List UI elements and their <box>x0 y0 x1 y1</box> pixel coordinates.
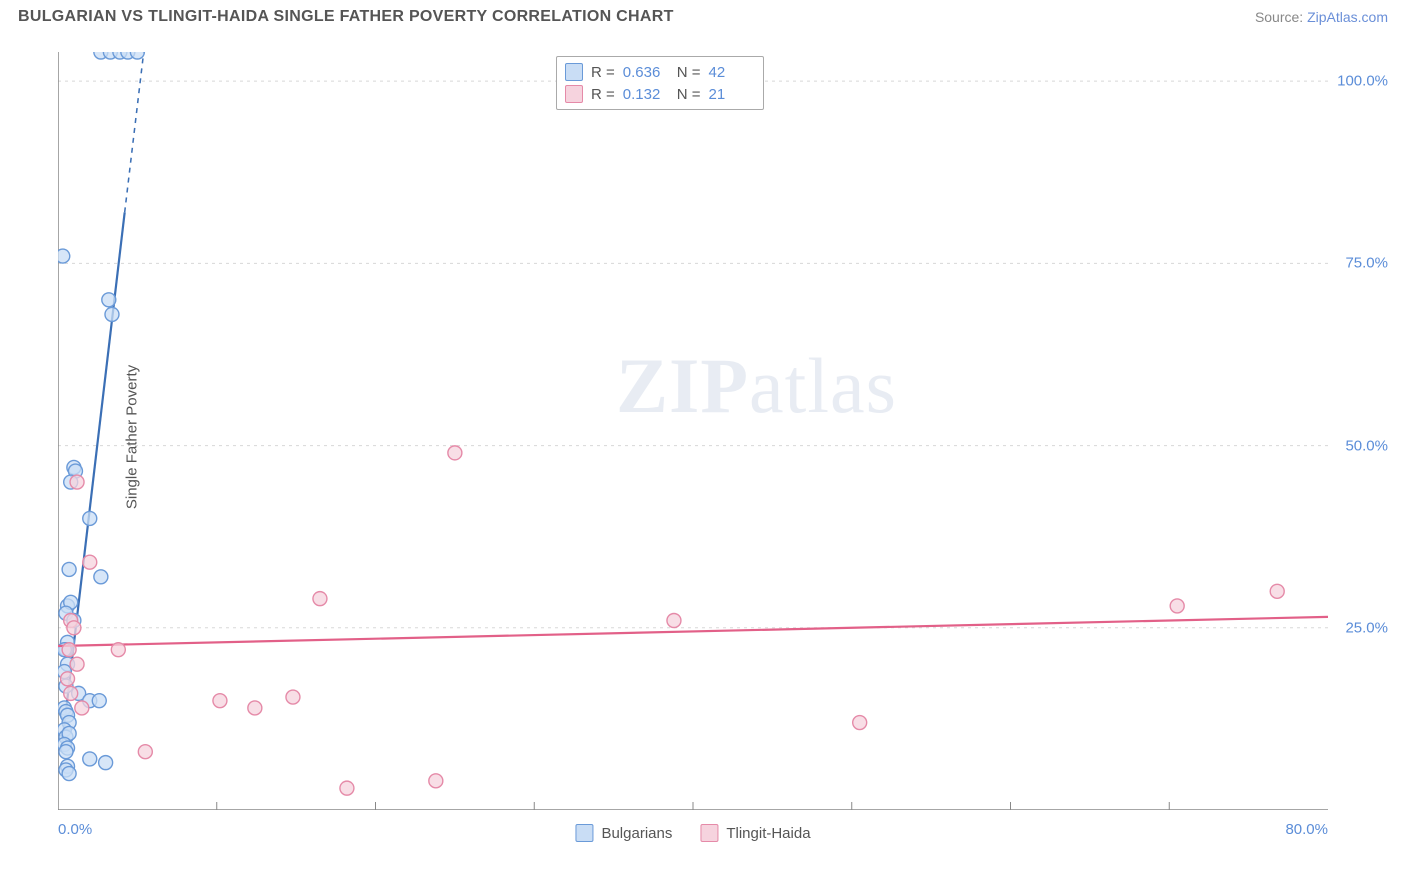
chart-area: Single Father Poverty ZIPatlas R = 0.636… <box>50 52 1390 822</box>
swatch-series-1 <box>565 85 583 103</box>
header: BULGARIAN VS TLINGIT-HAIDA SINGLE FATHER… <box>0 0 1406 30</box>
correlation-legend: R = 0.636 N = 42 R = 0.132 N = 21 <box>556 56 764 110</box>
swatch-series-0 <box>565 63 583 81</box>
legend-row-0: R = 0.636 N = 42 <box>565 61 755 83</box>
r-value-1: 0.132 <box>623 86 669 103</box>
r-value-0: 0.636 <box>623 64 669 81</box>
legend-row-1: R = 0.132 N = 21 <box>565 83 755 105</box>
swatch-tlingit-haida <box>700 824 718 842</box>
series-legend: Bulgarians Tlingit-Haida <box>575 824 810 842</box>
plot-svg <box>58 52 1328 810</box>
x-tick-label: 80.0% <box>1285 821 1328 838</box>
legend-label-1: Tlingit-Haida <box>726 825 810 842</box>
n-value-0: 42 <box>709 64 755 81</box>
source-link[interactable]: ZipAtlas.com <box>1307 9 1388 25</box>
y-tick-label: 50.0% <box>1345 437 1388 454</box>
legend-label-0: Bulgarians <box>601 825 672 842</box>
legend-item-1: Tlingit-Haida <box>700 824 810 842</box>
source-label: Source: ZipAtlas.com <box>1255 9 1388 25</box>
n-value-1: 21 <box>709 86 755 103</box>
x-tick-label: 0.0% <box>58 821 92 838</box>
scatter-plot: ZIPatlas R = 0.636 N = 42 R = 0.132 N = … <box>58 52 1328 810</box>
y-tick-label: 75.0% <box>1345 255 1388 272</box>
y-tick-label: 100.0% <box>1337 73 1388 90</box>
swatch-bulgarians <box>575 824 593 842</box>
legend-item-0: Bulgarians <box>575 824 672 842</box>
chart-title: BULGARIAN VS TLINGIT-HAIDA SINGLE FATHER… <box>18 8 674 26</box>
y-tick-label: 25.0% <box>1345 619 1388 636</box>
